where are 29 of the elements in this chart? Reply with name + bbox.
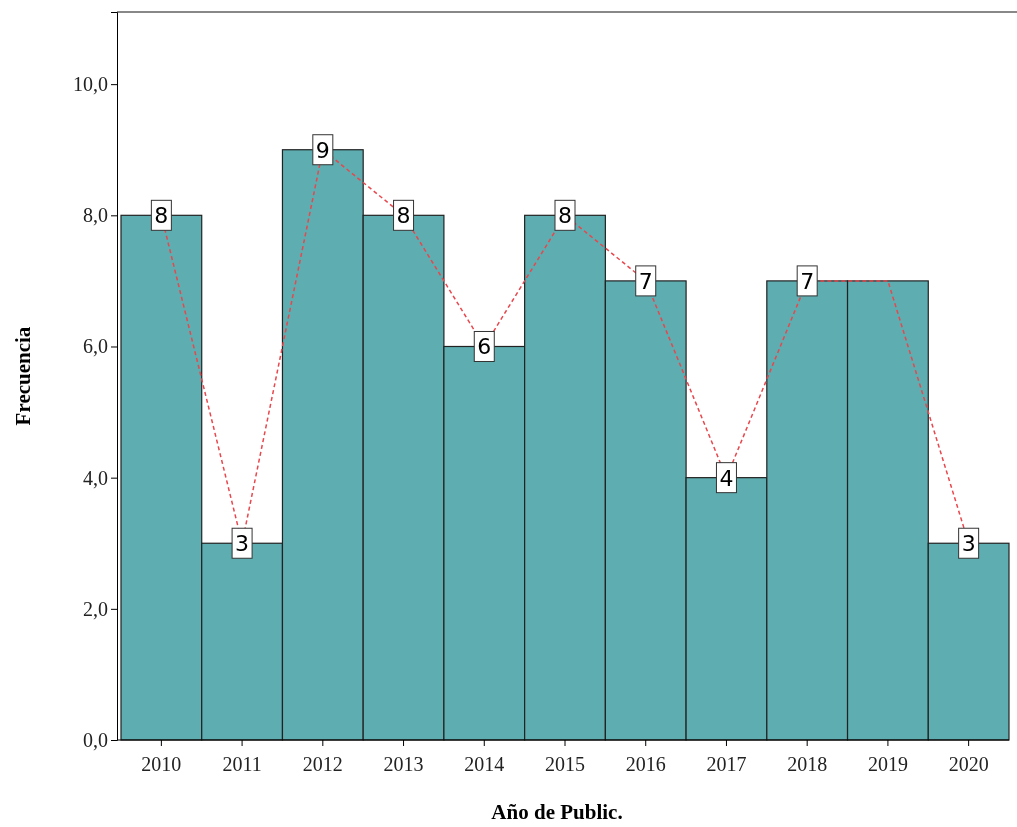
data-label: 7 — [638, 268, 653, 294]
x-tick-label: 2012 — [302, 753, 343, 775]
y-tick-label: 6,0 — [83, 335, 108, 358]
x-tick-label: 2016 — [625, 753, 666, 775]
x-tick-label: 2019 — [867, 753, 908, 775]
data-label: 4 — [719, 465, 734, 491]
y-tick-label: 8,0 — [83, 204, 108, 227]
y-tick-label: 10,0 — [73, 73, 108, 96]
x-tick-label: 2017 — [706, 753, 747, 775]
data-label: 8 — [154, 203, 169, 229]
y-axis-title: Frecuencia — [11, 326, 35, 426]
data-label: 8 — [396, 203, 411, 229]
x-tick-label: 2014 — [464, 753, 505, 775]
data-label: 9 — [315, 137, 330, 163]
y-tick-label: 2,0 — [83, 597, 108, 620]
data-label: 3 — [961, 531, 976, 557]
x-tick-label: 2020 — [948, 753, 989, 775]
y-tick-label: 0,0 — [83, 728, 108, 751]
x-tick-label: 2018 — [787, 753, 828, 775]
x-tick-label: 2015 — [545, 753, 585, 775]
data-label: 6 — [477, 334, 492, 360]
data-label: 8 — [558, 203, 572, 229]
x-axis-title: Año de Public. — [491, 800, 623, 824]
data-label: 3 — [235, 531, 250, 557]
y-tick-label: 4,0 — [83, 466, 108, 489]
data-label: 7 — [800, 268, 815, 294]
x-tick-label: 2013 — [383, 753, 424, 775]
x-tick-label: 2010 — [141, 753, 182, 775]
x-tick-label: 2011 — [222, 753, 262, 775]
